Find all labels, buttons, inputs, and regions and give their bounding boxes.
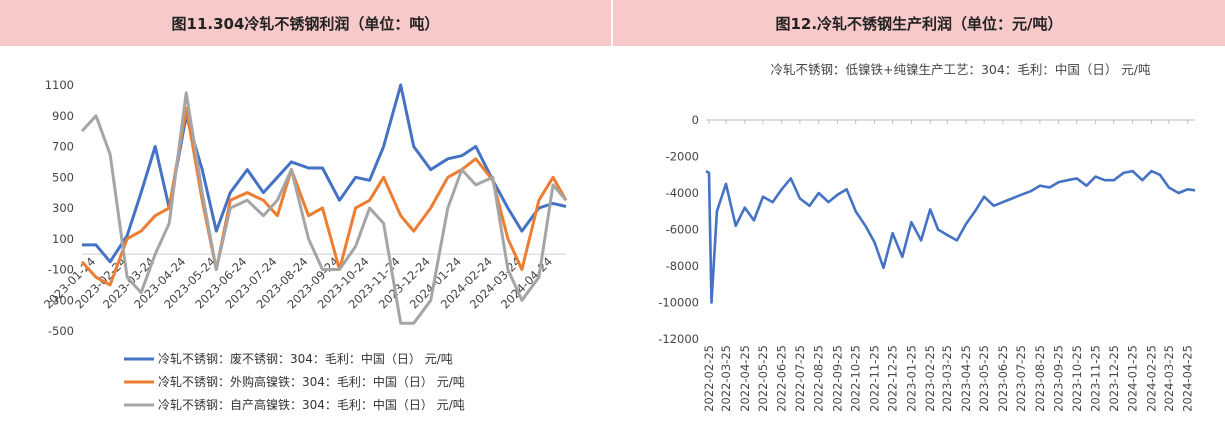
- right-x-tick-label: 2023-03-25: [940, 345, 954, 412]
- right-y-tick-label: -2000: [666, 150, 699, 164]
- left-y-tick-label: 100: [52, 232, 74, 246]
- panel-divider: [611, 0, 613, 428]
- right-x-tick-label: 2023-04-25: [959, 345, 973, 412]
- right-series-line-1: [705, 169, 1196, 304]
- left-y-tick-label: 700: [52, 140, 74, 154]
- right-chart-title: 图12.冷轧不锈钢生产利润（单位：元/吨）: [613, 0, 1225, 46]
- right-x-tick-label: 2022-06-25: [775, 345, 789, 412]
- left-y-tick-label: 300: [52, 201, 74, 215]
- left-series-line-2: [80, 106, 568, 287]
- left-chart-title: 图11.304冷轧不锈钢利润（单位：吨）: [0, 0, 611, 46]
- left-y-tick-label: -500: [48, 324, 74, 338]
- left-legend-label-3: 冷轧不锈钢：自产高镍铁：304：毛利：中国（日） 元/吨: [158, 397, 465, 412]
- right-chart-panel: 图12.冷轧不锈钢生产利润（单位：元/吨） 冷轧不锈钢：低镍铁+纯镍生产工艺：3…: [613, 0, 1225, 428]
- right-x-tick-label: 2024-02-25: [1144, 345, 1158, 412]
- left-legend-label-2: 冷轧不锈钢：外购高镍铁：304：毛利：中国（日） 元/吨: [158, 374, 465, 389]
- right-x-tick-label: 2022-04-25: [738, 345, 752, 412]
- right-chart-svg: 冷轧不锈钢：低镍铁+纯镍生产工艺：304：毛利：中国（日） 元/吨 0 -2000 -…: [658, 62, 1196, 412]
- left-legend-label-1: 冷轧不锈钢：废不锈钢：304：毛利：中国（日） 元/吨: [158, 351, 453, 366]
- right-x-tick-label: 2023-06-25: [996, 345, 1010, 412]
- right-x-tick-label: 2022-11-25: [867, 345, 881, 412]
- left-y-tick-label: 900: [52, 109, 74, 123]
- right-y-tick-label: -4000: [666, 186, 699, 200]
- right-x-tick-label: 2023-12-25: [1107, 345, 1121, 412]
- right-x-tick-label: 2022-12-25: [886, 345, 900, 412]
- right-x-tick-label: 2022-10-25: [849, 345, 863, 412]
- right-x-tick-label: 2023-11-25: [1089, 345, 1103, 412]
- left-series-line-1: [82, 83, 567, 264]
- right-x-tick-label: 2023-10-25: [1070, 345, 1084, 412]
- right-y-tick-label: -8000: [666, 259, 699, 273]
- right-x-tick-label: 2023-07-25: [1014, 345, 1028, 412]
- right-x-tick-label: 2022-05-25: [756, 345, 770, 412]
- right-x-tick-label: 2024-03-25: [1162, 345, 1176, 412]
- right-x-tick-label: 2024-01-25: [1126, 345, 1140, 412]
- right-x-tick-label: 2023-02-25: [923, 345, 937, 412]
- right-x-tick-label: 2023-01-25: [904, 345, 918, 412]
- right-y-tick-label: 0: [692, 113, 699, 127]
- left-series-line-3: [80, 91, 568, 325]
- left-y-tick-label: 1100: [45, 78, 74, 92]
- left-y-tick-label: -300: [48, 293, 74, 307]
- right-x-tick-label: 2022-07-25: [793, 345, 807, 412]
- right-chart-subtitle: 冷轧不锈钢：低镍铁+纯镍生产工艺：304：毛利：中国（日） 元/吨: [770, 62, 1151, 77]
- right-y-tick-label: -6000: [666, 223, 699, 237]
- right-y-tick-label: -12000: [658, 332, 699, 346]
- right-x-tick-label: 2022-08-25: [812, 345, 826, 412]
- left-chart-panel: 图11.304冷轧不锈钢利润（单位：吨） -500 -300 -100 100 300 5…: [0, 0, 611, 428]
- left-y-tick-label: -100: [48, 263, 74, 277]
- left-chart-svg: -500-300-10010030050070090011002023-01-2…: [41, 78, 568, 412]
- right-x-tick-label: 2024-04-25: [1181, 345, 1195, 412]
- right-x-tick-label: 2023-09-25: [1052, 345, 1066, 412]
- right-y-tick-label: -10000: [658, 296, 699, 310]
- right-x-tick-label: 2022-09-25: [830, 345, 844, 412]
- right-x-tick-label: 2022-03-25: [719, 345, 733, 412]
- right-x-tick-label: 2023-05-25: [977, 345, 991, 412]
- left-y-tick-label: 500: [52, 170, 74, 184]
- right-x-tick-label: 2023-08-25: [1033, 345, 1047, 412]
- right-x-tick-label: 2022-02-25: [702, 345, 716, 412]
